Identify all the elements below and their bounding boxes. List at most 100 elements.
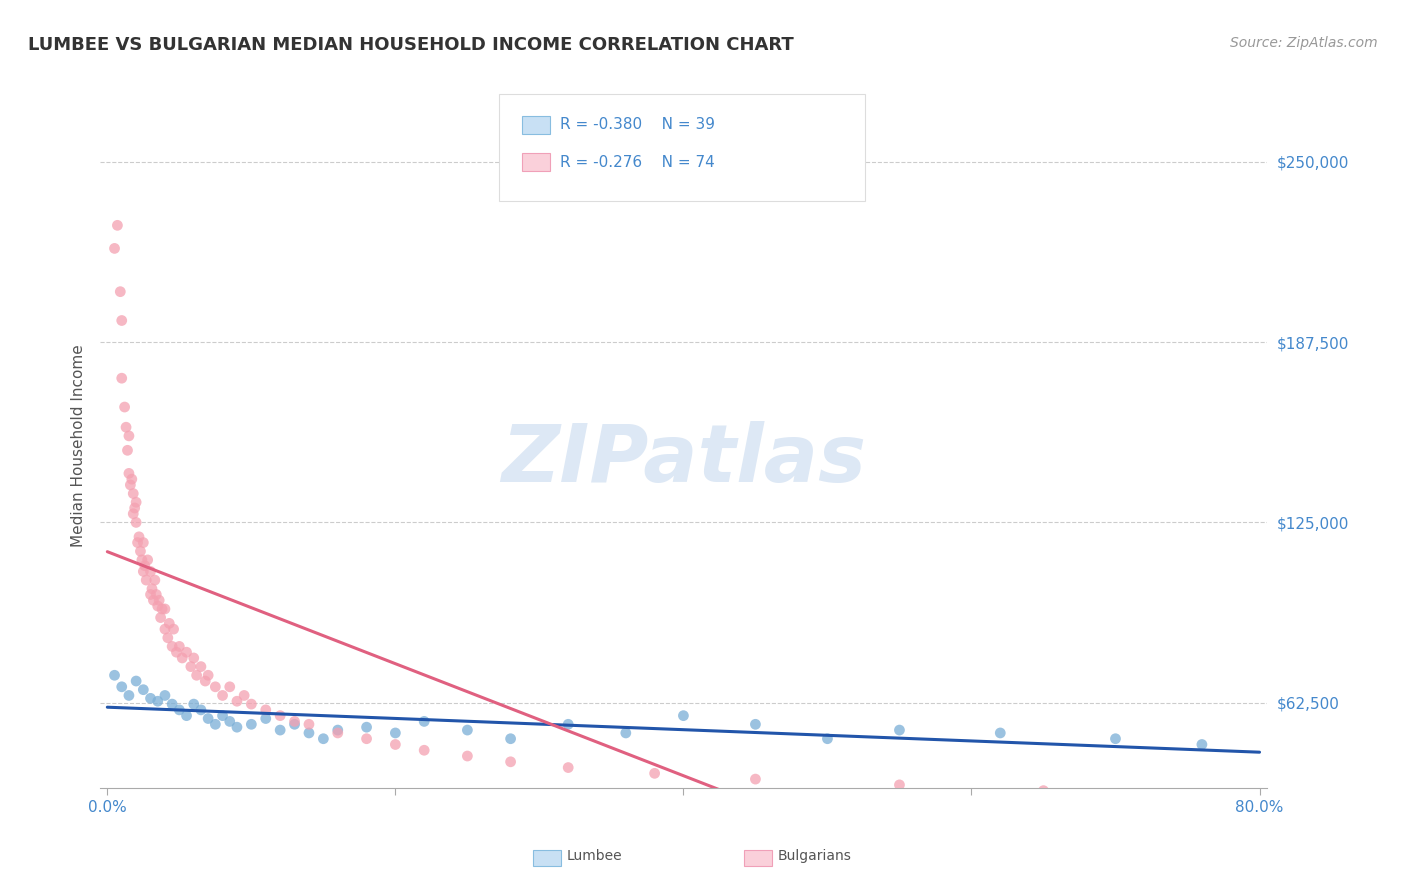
Point <box>326 726 349 740</box>
Point <box>312 731 335 746</box>
Point <box>157 616 180 631</box>
Text: R = -0.380    N = 39: R = -0.380 N = 39 <box>560 118 714 132</box>
Point <box>197 712 219 726</box>
Point <box>160 640 183 654</box>
Point <box>183 697 205 711</box>
Point <box>176 708 198 723</box>
Point <box>204 717 226 731</box>
Point <box>146 599 169 613</box>
Point <box>356 731 378 746</box>
Point <box>118 689 141 703</box>
Point <box>153 602 176 616</box>
Point <box>115 420 138 434</box>
Point <box>384 726 406 740</box>
Point <box>218 680 240 694</box>
Text: Lumbee: Lumbee <box>567 849 623 863</box>
Point <box>125 516 148 530</box>
Point <box>413 714 436 729</box>
Point <box>326 723 349 737</box>
Point <box>456 723 478 737</box>
Point <box>744 717 766 731</box>
Point <box>135 573 157 587</box>
Point <box>145 587 167 601</box>
Point <box>499 755 522 769</box>
Point <box>141 582 163 596</box>
Point <box>644 766 666 780</box>
Point <box>197 668 219 682</box>
Text: Bulgarians: Bulgarians <box>778 849 852 863</box>
Point <box>204 680 226 694</box>
Point <box>125 495 148 509</box>
Point <box>153 622 176 636</box>
Point <box>284 717 307 731</box>
Point <box>122 507 145 521</box>
Point <box>136 553 159 567</box>
Point <box>125 673 148 688</box>
Point <box>356 720 378 734</box>
Point <box>211 689 233 703</box>
Point <box>211 708 233 723</box>
Point <box>172 651 194 665</box>
Point <box>150 602 173 616</box>
Point <box>139 565 162 579</box>
Point <box>744 772 766 786</box>
Text: Source: ZipAtlas.com: Source: ZipAtlas.com <box>1230 36 1378 50</box>
Point <box>889 723 911 737</box>
Point <box>499 731 522 746</box>
Text: LUMBEE VS BULGARIAN MEDIAN HOUSEHOLD INCOME CORRELATION CHART: LUMBEE VS BULGARIAN MEDIAN HOUSEHOLD INC… <box>28 36 794 54</box>
Point <box>103 241 125 255</box>
Point <box>254 712 277 726</box>
Point <box>190 703 212 717</box>
Point <box>614 726 637 740</box>
Text: ZIPatlas: ZIPatlas <box>501 421 866 499</box>
Point <box>240 717 263 731</box>
Point <box>166 645 188 659</box>
Point <box>149 610 172 624</box>
Point <box>1032 783 1054 797</box>
Point <box>111 680 134 694</box>
Point <box>142 593 165 607</box>
Point <box>284 714 307 729</box>
Point <box>128 530 150 544</box>
Point <box>269 708 291 723</box>
Point <box>183 651 205 665</box>
Point <box>117 443 139 458</box>
Point <box>127 535 149 549</box>
Text: R = -0.276    N = 74: R = -0.276 N = 74 <box>560 155 714 169</box>
Point <box>110 285 132 299</box>
Point <box>143 573 166 587</box>
Point <box>240 697 263 711</box>
Y-axis label: Median Household Income: Median Household Income <box>72 344 86 548</box>
Point <box>146 694 169 708</box>
Point <box>132 682 155 697</box>
Point <box>456 749 478 764</box>
Point <box>298 726 321 740</box>
Point <box>124 500 146 515</box>
Point <box>139 691 162 706</box>
Point <box>160 697 183 711</box>
Point <box>132 535 155 549</box>
Point <box>190 659 212 673</box>
Point <box>121 472 143 486</box>
Point <box>129 544 152 558</box>
Point <box>1104 731 1126 746</box>
Point <box>1133 789 1156 804</box>
Point <box>254 703 277 717</box>
Point <box>103 668 125 682</box>
Point <box>817 731 839 746</box>
Point <box>132 565 155 579</box>
Point <box>122 486 145 500</box>
Point <box>889 778 911 792</box>
Point <box>413 743 436 757</box>
Point <box>557 717 579 731</box>
Point <box>134 558 156 573</box>
Point <box>384 738 406 752</box>
Point <box>169 640 191 654</box>
Point <box>148 593 170 607</box>
Point <box>114 400 136 414</box>
Point <box>107 219 129 233</box>
Point <box>226 694 249 708</box>
Point <box>118 429 141 443</box>
Point <box>672 708 695 723</box>
Point <box>988 726 1011 740</box>
